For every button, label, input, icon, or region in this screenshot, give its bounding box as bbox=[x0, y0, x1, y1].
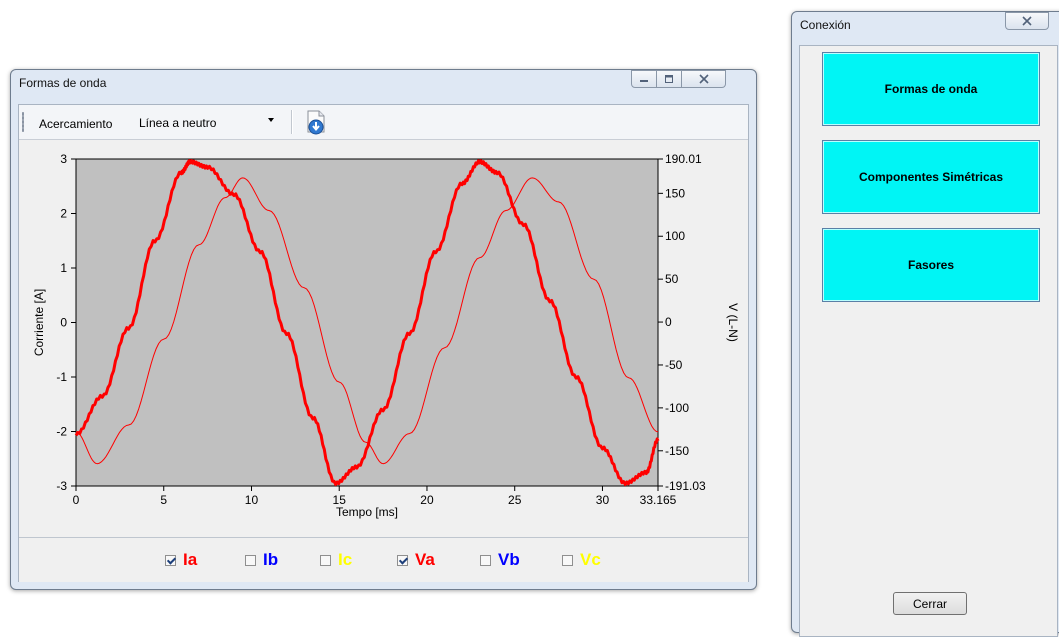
y-left-axis-label: Corriente [A] bbox=[32, 289, 46, 356]
y-left-tick-label: 3 bbox=[60, 152, 67, 166]
document-download-icon[interactable] bbox=[301, 108, 329, 136]
waveform-window: Formas de onda Acercamiento Línea a neut… bbox=[10, 69, 757, 590]
connection-window-controls bbox=[1005, 12, 1049, 30]
legend-item-ia[interactable]: Ia bbox=[165, 550, 197, 570]
formas-de-onda-button[interactable]: Formas de onda bbox=[822, 52, 1040, 126]
series-line-va bbox=[75, 177, 659, 465]
toolbar: Acercamiento Línea a neutro bbox=[19, 105, 748, 140]
y-right-tick-label: 50 bbox=[665, 272, 679, 286]
view-select[interactable]: Línea a neutro bbox=[132, 110, 282, 132]
legend-item-vc[interactable]: Vc bbox=[562, 550, 601, 570]
connection-client-area: Formas de onda Componentes Simétricas Fa… bbox=[799, 45, 1058, 637]
legend-item-va[interactable]: Va bbox=[397, 550, 435, 570]
fasores-button[interactable]: Fasores bbox=[822, 228, 1040, 302]
close-icon[interactable] bbox=[1005, 12, 1049, 30]
toolbar-separator bbox=[291, 110, 292, 134]
y-left-tick-label: -3 bbox=[56, 479, 67, 493]
waveform-chart: 3 2 1 0 -1 -2 -3 190.01 150 100 50 0 -50 -100 -150 -191… bbox=[19, 140, 748, 534]
plot-area bbox=[75, 158, 659, 487]
x-tick-label: 10 bbox=[245, 493, 259, 507]
y-right-tick-label: -150 bbox=[665, 444, 689, 458]
x-axis-label: Tempo [ms] bbox=[336, 505, 398, 519]
waveform-chart-svg: 3210-1-2-3190.01150100500-50-100-150-191… bbox=[32, 152, 740, 519]
y-right-tick-label: -50 bbox=[665, 358, 683, 372]
maximize-icon[interactable] bbox=[657, 70, 682, 88]
y-left-tick-label: -2 bbox=[56, 425, 67, 439]
legend-item-ib[interactable]: Ib bbox=[245, 550, 278, 570]
series-legend: Ia Ib Ic Va Vb Vc bbox=[19, 537, 748, 582]
x-tick-label: 25 bbox=[508, 493, 522, 507]
checkbox-va[interactable] bbox=[397, 554, 408, 566]
zoom-label: Acercamiento bbox=[39, 117, 113, 131]
checkbox-vb[interactable] bbox=[480, 554, 491, 566]
y-left-tick-label: 1 bbox=[60, 261, 67, 275]
minimize-icon[interactable] bbox=[631, 70, 657, 88]
y-right-tick-label: 100 bbox=[665, 229, 685, 243]
legend-label-vc: Vc bbox=[580, 550, 601, 569]
y-left-tick-label: 0 bbox=[60, 316, 67, 330]
y-right-tick-label: -191.03 bbox=[665, 479, 706, 493]
y-right-tick-label: 150 bbox=[665, 186, 685, 200]
x-tick-label: 30 bbox=[596, 493, 610, 507]
cerrar-button[interactable]: Cerrar bbox=[893, 592, 967, 615]
x-tick-label: 15 bbox=[333, 493, 347, 507]
y-right-tick-label: -100 bbox=[665, 401, 689, 415]
connection-window-title: Conexión bbox=[800, 18, 851, 32]
waveform-client-area: Acercamiento Línea a neutro 3 2 1 0 -1 -2 -3 19… bbox=[18, 104, 749, 582]
x-tick-label: 20 bbox=[420, 493, 434, 507]
y-right-axis-label: V (L-N) bbox=[726, 303, 740, 342]
checkbox-ia[interactable] bbox=[165, 554, 176, 566]
y-left-tick-label: 2 bbox=[60, 207, 67, 221]
legend-label-ia: Ia bbox=[183, 550, 198, 569]
checkbox-ic[interactable] bbox=[320, 554, 331, 566]
legend-label-vb: Vb bbox=[498, 550, 520, 569]
legend-label-ib: Ib bbox=[263, 550, 279, 569]
checkbox-ib[interactable] bbox=[245, 554, 256, 566]
y-left-tick-label: -1 bbox=[56, 370, 67, 384]
connection-window: Conexión Formas de onda Componentes Simé… bbox=[791, 11, 1059, 637]
x-tick-label: 33.165 bbox=[640, 493, 677, 507]
waveform-window-title: Formas de onda bbox=[19, 76, 107, 90]
legend-item-vb[interactable]: Vb bbox=[480, 550, 520, 570]
toolbar-grip[interactable] bbox=[22, 112, 24, 132]
legend-label-ic: Ic bbox=[338, 550, 353, 569]
componentes-simetricas-button[interactable]: Componentes Simétricas bbox=[822, 140, 1040, 214]
y-right-tick-label: 190.01 bbox=[665, 152, 702, 166]
x-tick-label: 5 bbox=[160, 493, 167, 507]
close-icon[interactable] bbox=[682, 70, 726, 88]
legend-label-va: Va bbox=[415, 550, 435, 569]
y-right-tick-label: 0 bbox=[665, 315, 672, 329]
view-select-value: Línea a neutro bbox=[139, 116, 217, 130]
legend-item-ic[interactable]: Ic bbox=[320, 550, 352, 570]
series-line-ia bbox=[74, 159, 660, 486]
x-tick-label: 0 bbox=[73, 493, 80, 507]
chevron-down-icon bbox=[268, 118, 274, 122]
window-controls bbox=[631, 70, 726, 88]
checkbox-vc[interactable] bbox=[562, 554, 573, 566]
